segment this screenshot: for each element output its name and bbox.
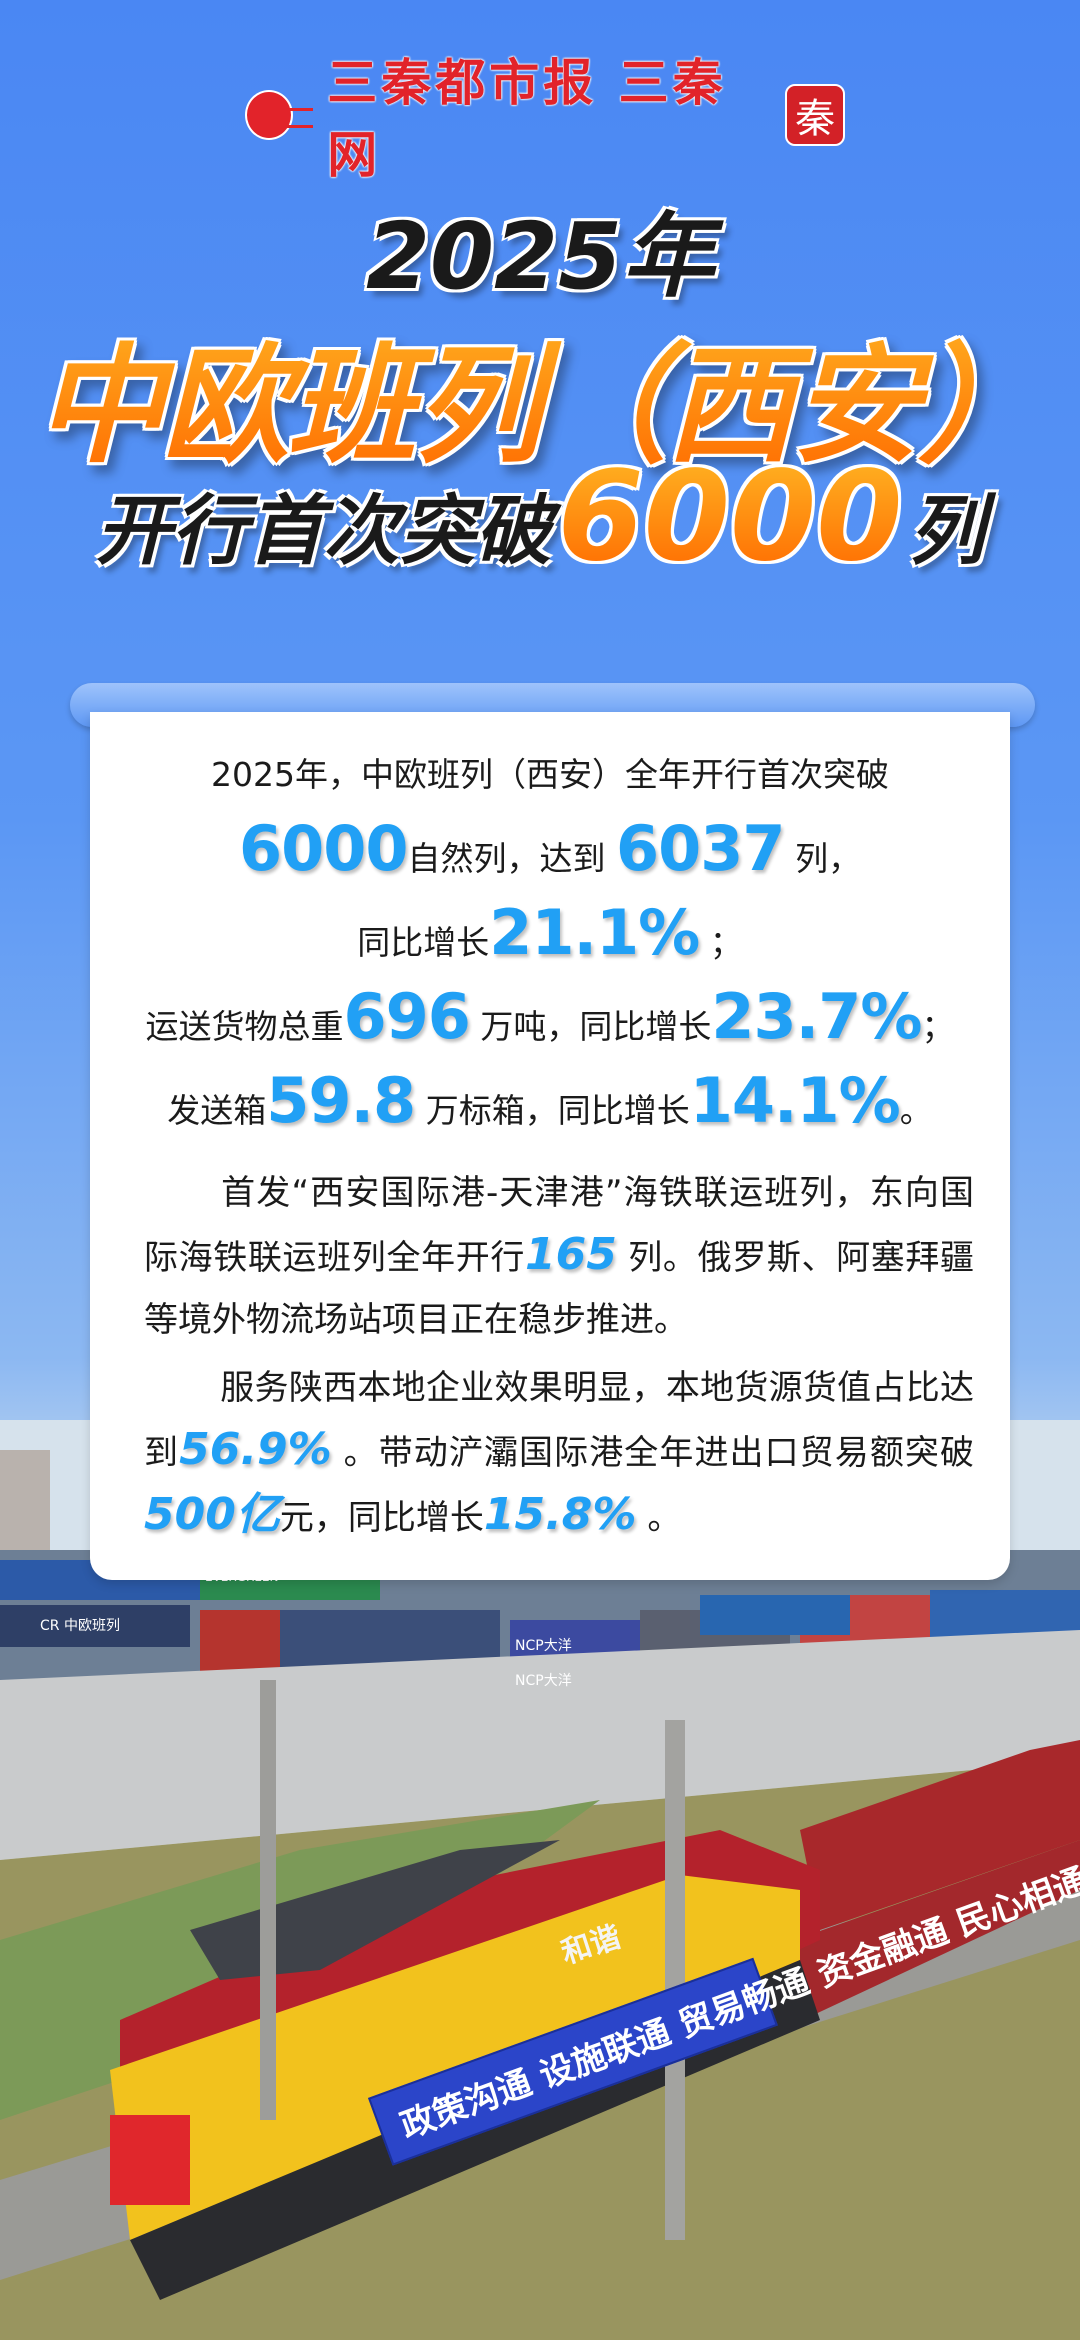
stat-value: 14.1% [689, 1064, 901, 1137]
stat-value: 23.7% [711, 980, 922, 1053]
card-paragraph-local: 服务陕西本地企业效果明显，本地货源货值占比达到56.9% 。带动浐灞国际港全年进… [144, 1357, 974, 1549]
para-text: 。 [647, 1498, 682, 1538]
stat-value: 6000 [238, 812, 409, 885]
card-intro: 2025年，中欧班列（西安）全年开行首次突破 [211, 755, 889, 794]
para-text: 元，同比增长 [279, 1498, 484, 1538]
stat-text: 发送箱 [167, 1091, 267, 1130]
stat-text: 同比增长 [357, 923, 490, 962]
newspaper-logo-icon [245, 90, 314, 140]
brand-logo: 三秦都市报 三秦网 秦 [245, 53, 845, 184]
title-sub-prefix: 开行首次突破 [95, 486, 552, 575]
card-trains-line: 6000自然列，达到 6037 列， [90, 812, 1010, 885]
card-teu-line: 发送箱59.8 万标箱，同比增长14.1%。 [90, 1064, 1010, 1137]
card-growth-line: 同比增长21.1% ； [90, 896, 1010, 969]
para-text: 。带动浐灞国际港全年进出口贸易额突破 [343, 1433, 975, 1473]
stat-value: 696 [343, 980, 470, 1053]
stat-value: 21.1% [489, 896, 700, 969]
stat-text: ； [709, 923, 743, 962]
card-cargo-line: 运送货物总重696 万吨，同比增长23.7%； [90, 980, 1010, 1053]
stat-text: 自然列，达到 [407, 839, 606, 878]
stat-text: 。 [899, 1091, 933, 1130]
qin-badge-icon: 秦 [785, 84, 845, 146]
title-sub-number: 6000 [557, 445, 903, 589]
stat-value: 6037 [616, 812, 786, 885]
title-sub-suffix: 列 [908, 486, 985, 575]
para-text: 服务陕西本地企业效果明显，本地货源货值占比达到 [144, 1368, 974, 1473]
container-label: NCP大洋 [515, 1673, 572, 1689]
stat-text: 万标箱，同比增长 [425, 1091, 690, 1130]
para-text: 首发“西安国际港-天津港”海铁联运班列，东向国际海铁联运班列全年开行 [144, 1173, 974, 1278]
title-sub: 开行首次突破 6000 列 [0, 455, 1080, 579]
stat-text: 列， [795, 839, 862, 878]
stat-value: 59.8 [266, 1064, 416, 1137]
container-label: NCP大洋 [515, 1638, 572, 1654]
title-year: 2025年 [365, 203, 715, 310]
stat-text: 运送货物总重 [145, 1007, 344, 1046]
title-main: 中欧班列（西安） [0, 302, 1080, 487]
stat-text: 万吨，同比增长 [480, 1007, 712, 1046]
stat-value: 15.8% [483, 1489, 637, 1540]
info-card: 2025年，中欧班列（西安）全年开行首次突破 6000自然列，达到 6037 列… [90, 712, 1010, 1580]
stat-value: 500亿 [144, 1489, 280, 1540]
stat-value: 165 [524, 1229, 617, 1280]
container-label: CR 中欧班列 [40, 1618, 120, 1634]
para-text: 列。俄罗斯、阿塞拜疆等境外物流场站项目正在稳步推进。 [144, 1238, 975, 1340]
logo-text: 三秦都市报 三秦网 [327, 53, 727, 184]
card-paragraph-sea-rail: 首发“西安国际港-天津港”海铁联运班列，东向国际海铁联运班列全年开行165 列。… [144, 1162, 974, 1351]
stat-value: 56.9% [179, 1424, 332, 1475]
stat-text: ； [921, 1007, 955, 1046]
